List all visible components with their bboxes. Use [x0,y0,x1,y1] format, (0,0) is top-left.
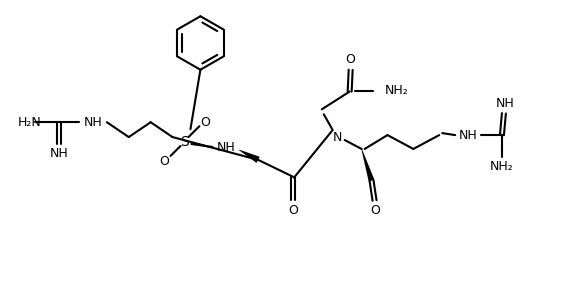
Text: NH: NH [495,97,514,110]
Text: N: N [333,130,342,144]
Text: H₂N: H₂N [18,116,41,129]
Polygon shape [361,149,375,182]
Text: NH₂: NH₂ [384,84,408,97]
Text: S: S [180,135,189,149]
Text: NH₂: NH₂ [490,160,514,173]
Text: O: O [160,155,170,168]
Text: O: O [346,53,355,66]
Text: NH: NH [50,147,68,160]
Text: O: O [288,204,298,217]
Text: O: O [200,116,211,129]
Text: NH: NH [217,142,235,155]
Text: NH: NH [84,116,102,129]
Text: NH: NH [458,128,478,142]
Polygon shape [239,150,260,163]
Text: O: O [371,204,380,217]
